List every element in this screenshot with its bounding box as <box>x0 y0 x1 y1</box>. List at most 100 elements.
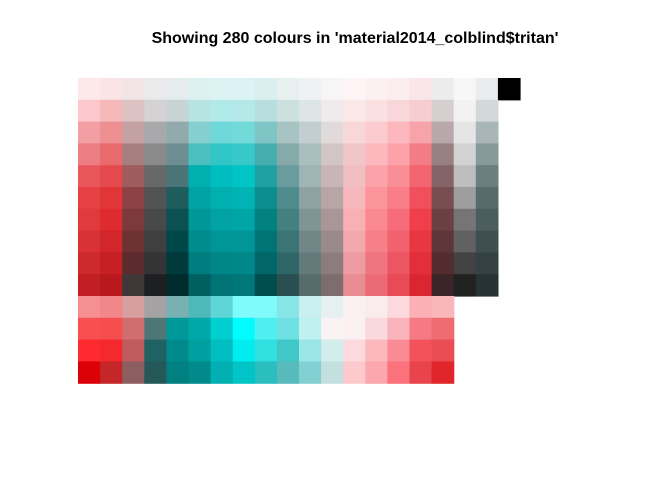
colour-swatch <box>166 339 190 362</box>
colour-swatch <box>254 230 278 253</box>
colour-swatch <box>78 143 101 166</box>
colour-swatch <box>100 252 123 275</box>
colour-swatch <box>321 361 344 384</box>
colour-swatch <box>122 252 145 275</box>
colour-swatch <box>453 143 477 166</box>
colour-swatch <box>144 361 167 384</box>
colour-swatch <box>232 252 256 275</box>
colour-swatch <box>100 143 123 166</box>
chart-title: Showing 280 colours in 'material2014_col… <box>151 30 559 47</box>
colour-swatch <box>232 230 256 253</box>
colour-swatch <box>166 274 190 297</box>
colour-swatch <box>210 165 234 188</box>
colour-swatch <box>431 99 455 123</box>
colour-swatch <box>365 361 388 384</box>
colour-swatch <box>188 78 212 101</box>
colour-swatch <box>343 165 366 188</box>
colour-swatch <box>409 208 433 232</box>
colour-swatch <box>232 121 256 144</box>
colour-swatch <box>232 165 256 188</box>
colour-swatch <box>210 187 234 210</box>
colour-swatch <box>409 143 433 166</box>
colour-swatch <box>276 339 300 362</box>
colour-swatch <box>188 121 212 144</box>
colour-swatch <box>144 121 167 144</box>
colour-swatch <box>100 339 123 362</box>
colour-swatch <box>453 252 477 275</box>
colour-swatch <box>299 361 322 384</box>
colour-swatch <box>387 361 411 384</box>
colour-swatch <box>254 252 278 275</box>
colour-swatch <box>166 230 190 253</box>
colour-swatch <box>122 78 145 101</box>
colour-swatch <box>387 230 411 253</box>
colour-swatch <box>122 361 145 384</box>
colour-swatch <box>321 187 344 210</box>
colour-swatch <box>299 165 322 188</box>
colour-swatch <box>210 317 234 341</box>
colour-swatch <box>431 187 455 210</box>
colour-swatch <box>475 78 499 101</box>
colour-swatch <box>387 99 411 123</box>
colour-swatch <box>276 317 300 341</box>
colour-swatch <box>276 208 300 232</box>
colour-swatch <box>409 165 433 188</box>
colour-swatch <box>232 274 256 297</box>
colour-swatch <box>321 121 344 144</box>
colour-swatch <box>343 361 366 384</box>
colour-swatch <box>276 143 300 166</box>
colour-swatch <box>321 165 344 188</box>
colour-swatch <box>475 99 499 123</box>
colour-swatch <box>299 339 322 362</box>
colour-swatch <box>188 296 212 319</box>
colour-swatch <box>166 78 190 101</box>
colour-swatch <box>409 78 433 101</box>
colour-swatch <box>78 121 101 144</box>
colour-swatch <box>453 165 477 188</box>
colour-swatch <box>210 121 234 144</box>
colour-swatch <box>188 252 212 275</box>
colour-swatch <box>276 165 300 188</box>
colour-swatch <box>78 361 101 384</box>
colour-swatch <box>100 296 123 319</box>
colour-swatch <box>321 208 344 232</box>
colour-swatch <box>475 187 499 210</box>
colour-swatch <box>166 208 190 232</box>
colour-swatch <box>232 361 256 384</box>
colour-swatch <box>254 317 278 341</box>
colour-swatch <box>188 317 212 341</box>
colour-swatch <box>453 274 477 297</box>
colour-swatch <box>232 296 256 319</box>
colour-swatch <box>78 78 101 101</box>
colour-swatch <box>210 252 234 275</box>
colour-swatch <box>232 99 256 123</box>
colour-swatch <box>475 230 499 253</box>
colour-swatch <box>188 165 212 188</box>
colour-swatch <box>166 143 190 166</box>
colour-swatch <box>254 296 278 319</box>
colour-swatch <box>343 296 366 319</box>
colour-swatch <box>78 296 101 319</box>
colour-swatch <box>144 274 167 297</box>
colour-swatch <box>144 165 167 188</box>
colour-swatch <box>210 99 234 123</box>
colour-swatch <box>475 143 499 166</box>
colour-swatch <box>188 339 212 362</box>
colour-swatch <box>100 99 123 123</box>
colour-swatch <box>475 252 499 275</box>
colour-swatch <box>100 317 123 341</box>
colour-swatch <box>78 208 101 232</box>
colour-swatch <box>144 230 167 253</box>
colour-swatch <box>78 252 101 275</box>
colour-swatch <box>365 165 388 188</box>
colour-swatch <box>254 187 278 210</box>
colour-swatch <box>365 339 388 362</box>
colour-swatch <box>409 317 433 341</box>
colour-swatch <box>100 208 123 232</box>
colour-swatch <box>431 208 455 232</box>
colour-swatch <box>387 208 411 232</box>
colour-swatch <box>254 99 278 123</box>
colour-swatch <box>299 187 322 210</box>
colour-swatch <box>321 339 344 362</box>
